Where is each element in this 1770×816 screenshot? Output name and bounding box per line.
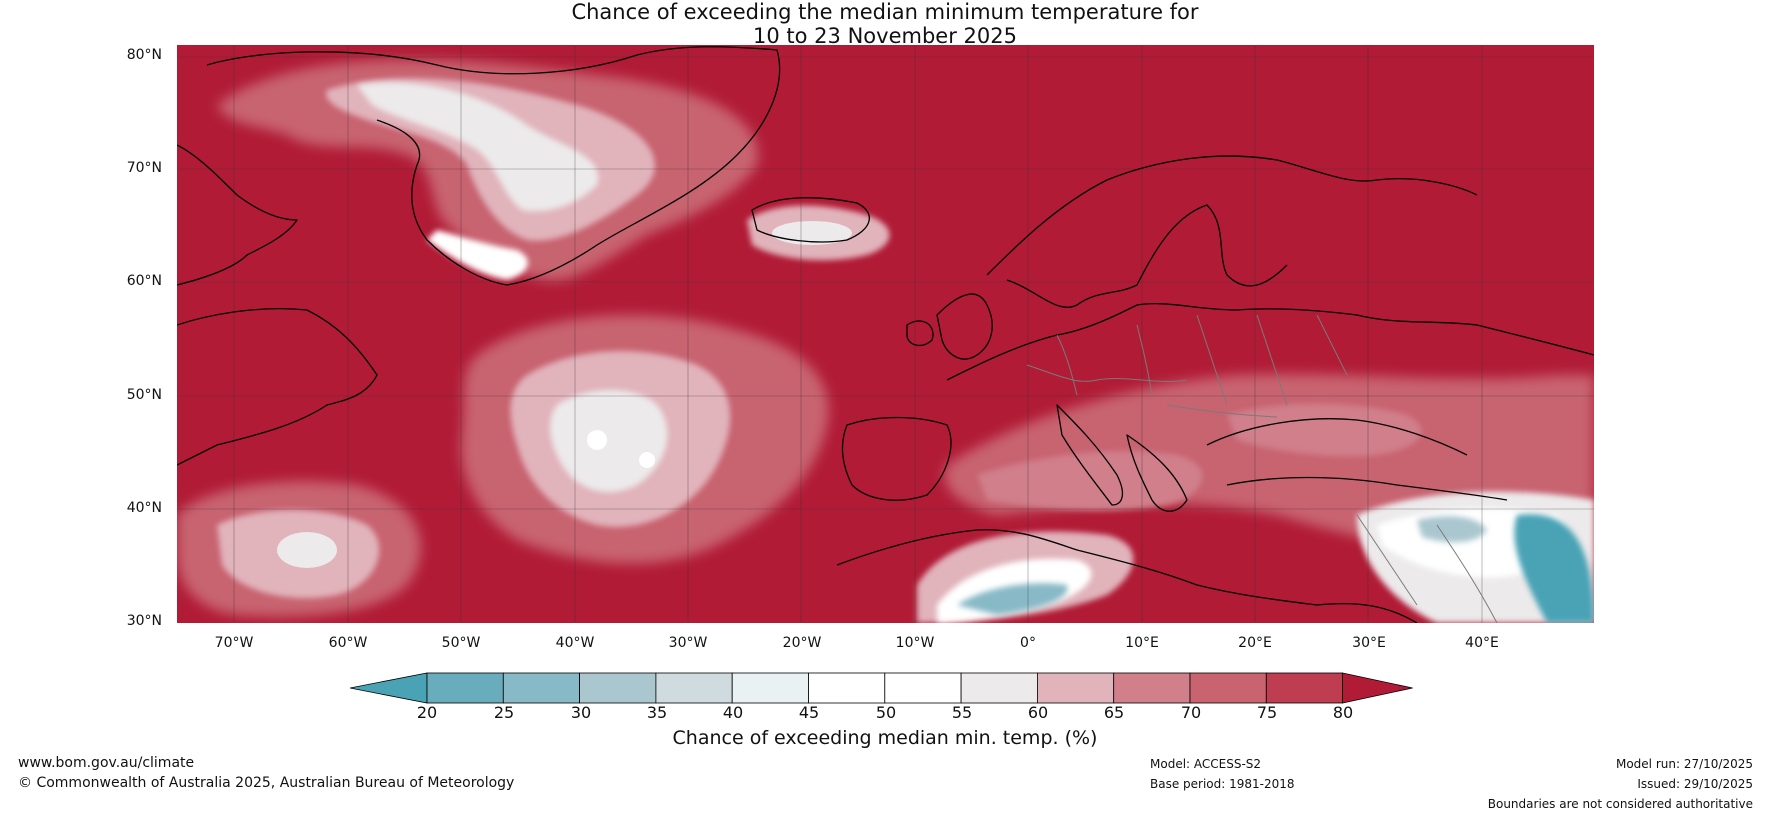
colorbar-cell: [579, 672, 657, 704]
colorbar-tick-55: 55: [951, 703, 973, 722]
lon-label-70w: 70°W: [214, 635, 254, 651]
colorbar-tick-65: 65: [1103, 703, 1125, 722]
region-mid-atlantic: [461, 315, 829, 564]
colorbar-tick-45: 45: [798, 703, 820, 722]
colorbar-cell: [731, 672, 809, 704]
lon-label-40w: 40°W: [555, 635, 595, 651]
colorbar-tick-70: 70: [1180, 703, 1202, 722]
coastlines: [177, 46, 1594, 623]
colorbar-cell: [960, 672, 1038, 704]
colorbar-tick-50: 50: [875, 703, 897, 722]
colorbar-cell: [808, 672, 886, 704]
lat-label-30n: 30°N: [126, 613, 162, 629]
chart-title: Chance of exceeding the median minimum t…: [0, 0, 1770, 48]
colorbar-tick-25: 25: [493, 703, 515, 722]
lon-label-20w: 20°W: [782, 635, 822, 651]
lon-label-0: 0°: [1020, 635, 1036, 651]
region-north-africa: [917, 531, 1134, 623]
colorbar-cells: [350, 672, 1413, 704]
map-svg: [177, 45, 1594, 623]
colorbar-tick-35: 35: [646, 703, 668, 722]
footer-disclaimer: Boundaries are not considered authoritat…: [1487, 797, 1753, 811]
lat-label-70n: 70°N: [126, 160, 162, 176]
lon-label-30w: 30°W: [668, 635, 708, 651]
colorbar: [350, 672, 1413, 704]
colorbar-cell: [655, 672, 733, 704]
footer-base-period: Base period: 1981-2018: [1150, 777, 1295, 791]
colorbar-tick-30: 30: [570, 703, 592, 722]
lon-label-20e: 20°E: [1238, 635, 1272, 651]
colorbar-tick-80: 80: [1332, 703, 1354, 722]
colorbar-tick-75: 75: [1256, 703, 1278, 722]
region-greenland-interior: [217, 59, 758, 281]
footer-url[interactable]: www.bom.gov.au/climate: [18, 755, 195, 771]
title-line-2: 10 to 23 November 2025: [753, 24, 1017, 48]
colorbar-extend-low: [350, 672, 428, 704]
country-borders: [1026, 314, 1498, 623]
colorbar-cell: [502, 672, 581, 704]
colorbar-tick-40: 40: [722, 703, 744, 722]
lat-label-80n: 80°N: [126, 47, 162, 63]
colorbar-tick-60: 60: [1027, 703, 1049, 722]
lon-label-40e: 40°E: [1465, 635, 1499, 651]
graticule: [177, 45, 1594, 623]
colorbar-cell: [1037, 672, 1115, 704]
colorbar-cell: [1113, 672, 1191, 704]
region-middle-east: [1357, 491, 1594, 623]
lon-label-10w: 10°W: [895, 635, 935, 651]
title-line-1: Chance of exceeding the median minimum t…: [571, 0, 1199, 24]
colorbar-cell: [1265, 672, 1343, 704]
colorbar-extend-high: [1342, 672, 1413, 704]
colorbar-cell: [426, 672, 504, 704]
lon-label-50w: 50°W: [441, 635, 481, 651]
footer-model: Model: ACCESS-S2: [1150, 757, 1262, 771]
lon-label-10e: 10°E: [1125, 635, 1159, 651]
colorbar-cell: [1189, 672, 1267, 704]
lon-label-60w: 60°W: [328, 635, 368, 651]
lon-label-30e: 30°E: [1352, 635, 1386, 651]
region-iceland: [747, 205, 890, 261]
footer-issued: Issued: 29/10/2025: [1637, 777, 1753, 791]
lat-label-60n: 60°N: [126, 273, 162, 289]
lat-label-40n: 40°N: [126, 500, 162, 516]
colorbar-cell: [884, 672, 962, 704]
probability-map: [177, 45, 1594, 623]
colorbar-tick-20: 20: [416, 703, 438, 722]
region-subtropical-atlantic: [177, 481, 421, 617]
footer-copyright: © Commonwealth of Australia 2025, Austra…: [18, 775, 515, 791]
colorbar-title: Chance of exceeding median min. temp. (%…: [672, 727, 1098, 749]
footer-model-run: Model run: 27/10/2025: [1615, 757, 1753, 771]
lat-label-50n: 50°N: [126, 387, 162, 403]
